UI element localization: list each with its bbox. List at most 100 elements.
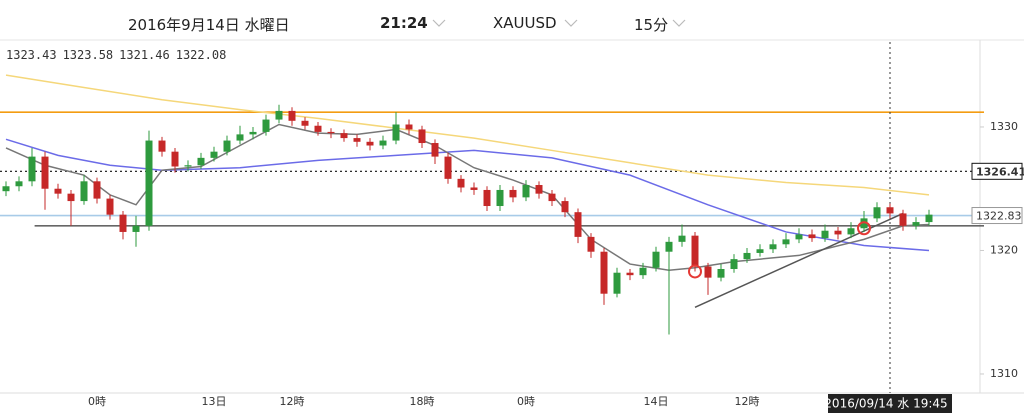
candle-body (626, 272, 634, 276)
candle-body (431, 143, 439, 157)
candle-body (106, 198, 114, 215)
candle-body (600, 251, 608, 294)
x-tick-label: 14日 (644, 395, 669, 408)
candle-body (80, 181, 88, 202)
candle-body (314, 125, 322, 132)
candle-body (67, 193, 75, 202)
candle-body (730, 259, 738, 270)
header-date: 2016年9月14日 水曜日 (128, 16, 290, 34)
candle-body (665, 241, 673, 252)
level-label-box (971, 207, 1023, 225)
candle-body (639, 267, 647, 276)
crosshair-label: 2016/09/14 水 19:45 (824, 397, 947, 411)
candle-body (379, 140, 387, 146)
candle-body (132, 225, 140, 232)
level-label: 1326.41 (976, 165, 1024, 178)
x-tick-label: 13日 (202, 395, 227, 408)
candle-body (119, 214, 127, 232)
readout-value: 1322.08 (175, 48, 227, 62)
y-tick-label: 1310 (990, 367, 1018, 380)
candle-body (548, 193, 556, 202)
marker (857, 221, 871, 236)
candle-body (171, 151, 179, 167)
ohlc-readout: 1323.43 1323.58 1321.46 1322.08 (6, 48, 232, 62)
candle-body (392, 124, 400, 141)
candle-body (2, 186, 10, 192)
candle-body (353, 138, 361, 142)
readout-value: 1323.43 (6, 48, 57, 62)
candle-body (366, 141, 374, 146)
candle-body (522, 185, 530, 198)
candle-body (236, 134, 244, 141)
candle-body (769, 244, 777, 250)
candle-body (509, 189, 517, 198)
candle-body (28, 156, 36, 182)
candle-body (288, 110, 296, 121)
candle-body (15, 181, 23, 187)
candle-body (41, 156, 49, 189)
candle-body (873, 207, 881, 219)
candle-body (418, 129, 426, 144)
candle-body (704, 266, 712, 278)
x-tick-label: 0時 (88, 395, 106, 408)
candle-body (756, 249, 764, 253)
crosshair-label-box (828, 394, 952, 413)
header-time[interactable]: 21:24 (380, 14, 428, 32)
candle-body (301, 120, 309, 126)
candle-body (613, 272, 621, 294)
candle-body (535, 185, 543, 194)
candle-body (249, 131, 257, 135)
overlay-line (5, 74, 930, 196)
candle-body (496, 189, 504, 207)
candle-body (184, 165, 192, 167)
overlay-line (5, 138, 930, 252)
candle-body (912, 222, 920, 226)
header-timeframe[interactable]: 15分 (634, 16, 669, 34)
candle-body (145, 140, 153, 226)
candle-body (743, 252, 751, 260)
candle-body (678, 235, 686, 242)
candle-body (54, 188, 62, 194)
candle-body (795, 234, 803, 240)
candle-body (834, 230, 842, 235)
candle-body (860, 218, 868, 229)
level-label: 1322.83 (976, 210, 1022, 223)
marker (688, 264, 702, 279)
candle-body (574, 212, 582, 237)
x-tick-label: 18時 (410, 395, 435, 408)
candle-body (457, 178, 465, 188)
x-tick-label: 12時 (735, 395, 760, 408)
candle-body (925, 214, 933, 223)
candle-body (652, 251, 660, 268)
candle-body (470, 187, 478, 190)
candle-body (808, 234, 816, 239)
readout-value: 1323.58 (62, 48, 114, 62)
candle-body (158, 140, 166, 152)
candle-body (886, 207, 894, 214)
candle-body (93, 181, 101, 199)
candle-body (340, 133, 348, 139)
candle-body (210, 151, 218, 158)
level-label-box (971, 162, 1023, 180)
candle-body (691, 235, 699, 267)
candle-body (899, 213, 907, 226)
candle-body (223, 140, 231, 152)
y-tick-label: 1330 (990, 120, 1018, 133)
candle-body (847, 228, 855, 235)
overlay-line (694, 212, 904, 308)
candle-body (197, 157, 205, 166)
candle-body (262, 119, 270, 132)
candle-body (327, 131, 335, 134)
candle-body (444, 156, 452, 179)
candle-body (821, 230, 829, 239)
chevrons (432, 19, 686, 27)
candle-body (717, 269, 725, 278)
candle-body (405, 124, 413, 130)
candle-body (782, 239, 790, 245)
header-symbol[interactable]: XAUUSD (493, 14, 557, 32)
readout-value: 1321.46 (119, 48, 170, 62)
y-tick-label: 1320 (990, 243, 1018, 256)
candle-body (483, 189, 491, 207)
